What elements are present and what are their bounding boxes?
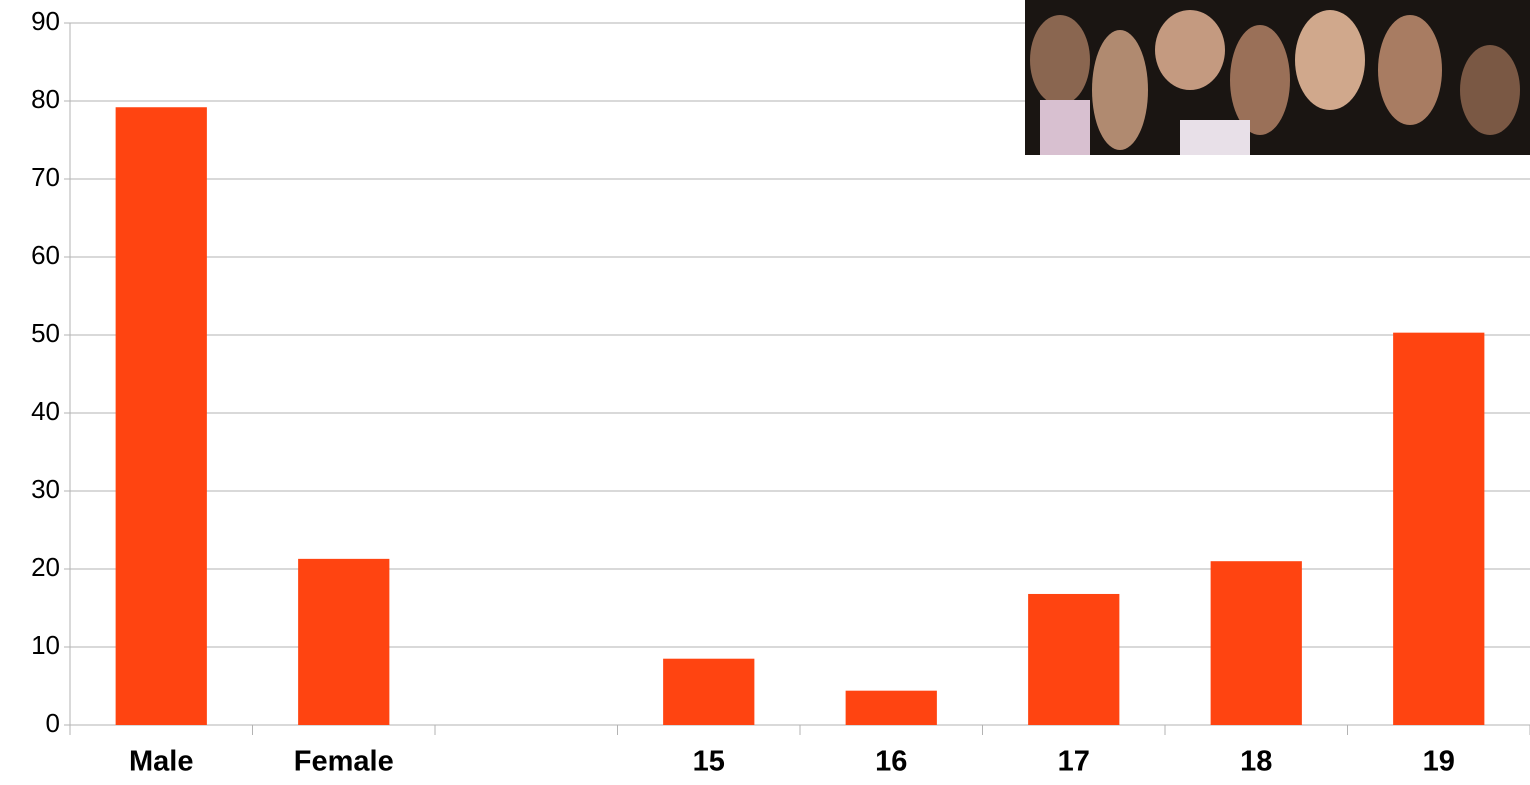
- x-tick-label: 19: [1423, 746, 1455, 778]
- x-tick-label: 16: [875, 746, 907, 778]
- y-tick-label: 20: [31, 552, 60, 582]
- photo: [1025, 0, 1530, 155]
- x-tick-label: Female: [294, 746, 394, 778]
- bar: [845, 690, 937, 725]
- y-tick-label: 40: [31, 396, 60, 426]
- y-tick-label: 30: [31, 474, 60, 504]
- y-tick-label: 10: [31, 630, 60, 660]
- x-tick-label: Male: [129, 746, 193, 778]
- y-tick-label: 50: [31, 318, 60, 348]
- bar: [298, 558, 390, 725]
- y-tick-label: 60: [31, 240, 60, 270]
- y-tick-label: 0: [46, 708, 60, 738]
- bar: [115, 107, 207, 726]
- bar: [663, 658, 755, 725]
- x-tick-label: 18: [1240, 746, 1272, 778]
- x-tick-label: 15: [693, 746, 725, 778]
- bar: [1028, 593, 1120, 725]
- y-tick-label: 70: [31, 162, 60, 192]
- bar: [1393, 332, 1485, 725]
- x-tick-label: 17: [1058, 746, 1090, 778]
- y-tick-label: 80: [31, 84, 60, 114]
- bar: [1210, 561, 1302, 725]
- y-tick-label: 90: [31, 6, 60, 36]
